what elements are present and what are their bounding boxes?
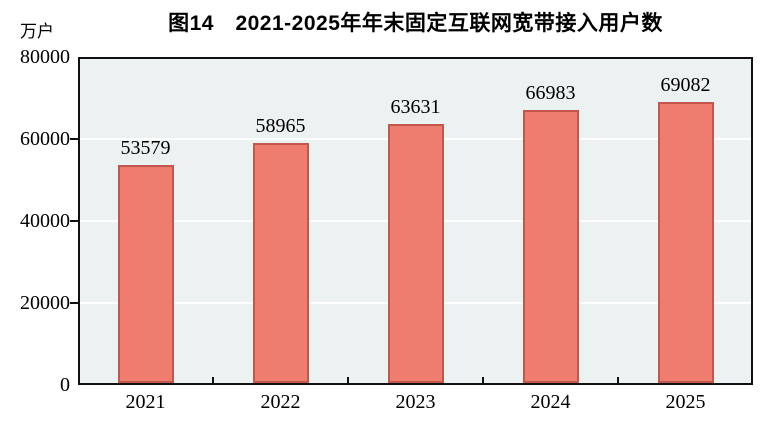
x-tick-mark bbox=[347, 377, 349, 383]
x-tick-label: 2021 bbox=[125, 391, 166, 413]
bar-value-label: 63631 bbox=[390, 96, 441, 119]
bar-value-label: 66983 bbox=[525, 82, 576, 105]
x-tick-mark bbox=[482, 377, 484, 383]
bar-value-label: 53579 bbox=[120, 137, 171, 160]
x-tick-label: 2025 bbox=[665, 391, 706, 413]
chart-title: 图14 2021-2025年年末固定互联网宽带接入用户数 bbox=[168, 12, 663, 35]
bar bbox=[252, 143, 309, 383]
x-tick-label: 2023 bbox=[395, 391, 436, 413]
y-tick-label: 0 bbox=[60, 374, 70, 396]
y-tick-mark bbox=[70, 138, 78, 140]
bar-value-label: 69082 bbox=[660, 73, 711, 96]
y-tick-label: 40000 bbox=[20, 210, 70, 232]
x-tick-mark bbox=[212, 377, 214, 383]
x-tick-label: 2022 bbox=[260, 391, 301, 413]
y-tick-mark bbox=[70, 302, 78, 304]
y-tick-label: 80000 bbox=[20, 46, 70, 68]
bar bbox=[657, 101, 714, 383]
y-tick-label: 60000 bbox=[20, 128, 70, 150]
bar bbox=[117, 165, 174, 383]
y-tick-mark bbox=[70, 220, 78, 222]
bar bbox=[522, 110, 579, 383]
x-tick-mark bbox=[617, 377, 619, 383]
bar-value-label: 58965 bbox=[255, 115, 306, 138]
bar bbox=[387, 124, 444, 383]
x-tick-label: 2024 bbox=[530, 391, 571, 413]
y-axis-unit-label: 万户 bbox=[20, 22, 54, 41]
y-tick-label: 20000 bbox=[20, 292, 70, 314]
